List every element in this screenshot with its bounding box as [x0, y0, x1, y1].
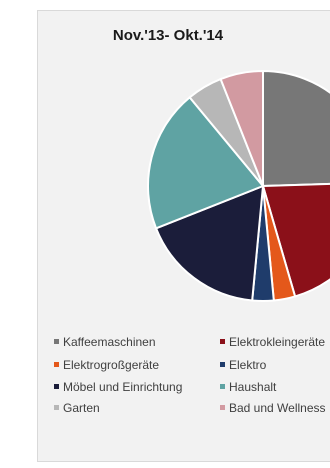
legend-label: Elektro — [229, 358, 267, 372]
legend-swatch — [220, 384, 225, 390]
pie-slice-möbel-und-einrichtung — [154, 184, 265, 302]
legend-label: Garten — [63, 401, 100, 415]
pie-slice-elektrokleingeräte — [261, 182, 330, 298]
legend-label: Bad und Wellness — [229, 401, 326, 415]
legend-label: Kaffeemaschinen — [63, 335, 156, 349]
pie-slice-kaffeemaschinen — [262, 69, 330, 188]
legend-item: Kaffeemaschinen — [54, 335, 156, 349]
chart-title: Nov.'13- Okt.'14 — [112, 27, 224, 44]
legend-label: Elektrokleingeräte — [229, 335, 326, 349]
chart-panel: Nov.'13- Okt.'14 Kaffeemaschinen Elektrok… — [37, 10, 330, 462]
legend-label: Haushalt — [229, 380, 277, 394]
legend-item: Elektrogroßgeräte — [54, 358, 159, 372]
legend-label: Möbel und Einrichtung — [63, 380, 183, 394]
legend-item: Haushalt — [220, 380, 276, 394]
legend-item: Garten — [54, 401, 100, 415]
legend-swatch — [54, 405, 59, 411]
legend-swatch — [220, 362, 225, 368]
pie-slice-bad-und-wellness — [219, 69, 264, 187]
legend-swatch — [54, 384, 59, 390]
legend-item: Elektro — [220, 358, 266, 372]
legend-swatch — [54, 362, 59, 368]
pie-slice-haushalt — [147, 95, 265, 230]
legend-swatch — [220, 339, 225, 345]
legend-item: Elektrokleingeräte — [220, 335, 325, 349]
legend-swatch — [220, 405, 225, 411]
pie-chart — [147, 69, 330, 302]
legend-item: Möbel und Einrichtung — [54, 380, 182, 394]
legend-swatch — [54, 339, 59, 345]
legend-item: Bad und Wellness — [220, 401, 326, 415]
legend-label: Elektrogroßgeräte — [63, 358, 160, 372]
